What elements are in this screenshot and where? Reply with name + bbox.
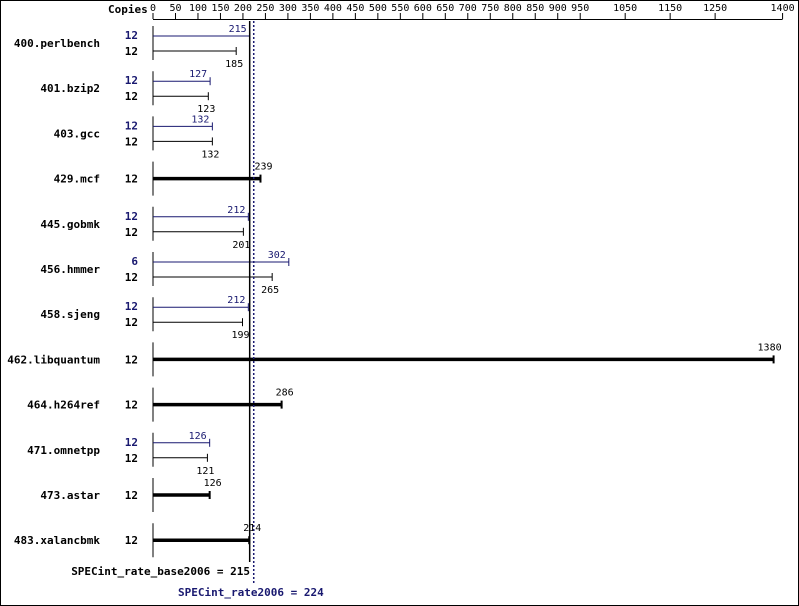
base-copies: 12 [125, 489, 138, 502]
x-tick-label: 1050 [613, 3, 637, 14]
x-tick-label: 500 [369, 3, 387, 14]
peak-copies: 12 [125, 300, 138, 313]
copies-header: Copies [108, 3, 148, 16]
benchmark-label: 403.gcc [54, 127, 100, 140]
base-value-label: 214 [243, 523, 261, 534]
x-tick-label: 1150 [658, 3, 682, 14]
peak-copies: 12 [125, 210, 138, 223]
benchmark-label: 464.h264ref [27, 399, 100, 412]
benchmark-label: 462.libquantum [7, 353, 100, 366]
x-tick-label: 250 [256, 3, 274, 14]
x-tick-label: 0 [150, 3, 156, 14]
x-tick-label: 700 [459, 3, 477, 14]
base-value-label: 132 [201, 149, 219, 160]
base-value-label: 123 [197, 104, 215, 115]
base-copies: 12 [125, 452, 138, 465]
peak-value-label: 212 [227, 205, 245, 216]
base-copies: 12 [125, 90, 138, 103]
base-copies: 12 [125, 226, 138, 239]
peak-value-label: 132 [191, 114, 209, 125]
base-copies: 12 [125, 45, 138, 58]
base-value-label: 265 [261, 285, 279, 296]
peak-copies: 12 [125, 436, 138, 449]
base-copies: 12 [125, 271, 138, 284]
x-tick-label: 50 [169, 3, 181, 14]
x-tick-label: 1250 [703, 3, 727, 14]
benchmark-label: 401.bzip2 [40, 82, 100, 95]
x-tick-label: 450 [346, 3, 364, 14]
peak-summary-label: SPECint_rate2006 = 224 [178, 586, 324, 599]
benchmark-label: 445.gobmk [40, 218, 100, 231]
benchmark-label: 471.omnetpp [27, 444, 100, 457]
x-tick-label: 150 [211, 3, 229, 14]
x-tick-label: 1400 [771, 3, 795, 14]
x-tick-label: 900 [549, 3, 567, 14]
base-copies: 12 [125, 353, 138, 366]
x-tick-label: 400 [324, 3, 342, 14]
x-tick-label: 600 [414, 3, 432, 14]
base-value-label: 185 [225, 59, 243, 70]
base-value-label: 121 [196, 466, 214, 477]
base-copies: 12 [125, 135, 138, 148]
base-summary-label: SPECint_rate_base2006 = 215 [71, 565, 250, 578]
base-value-label: 199 [231, 330, 249, 341]
base-value-label: 286 [276, 388, 294, 399]
base-copies: 12 [125, 534, 138, 547]
benchmark-label: 400.perlbench [14, 37, 100, 50]
peak-copies: 12 [125, 74, 138, 87]
base-value-label: 239 [254, 162, 272, 173]
peak-value-label: 126 [189, 431, 207, 442]
peak-value-label: 212 [227, 295, 245, 306]
x-tick-label: 800 [504, 3, 522, 14]
peak-copies: 6 [131, 255, 138, 268]
x-tick-label: 100 [189, 3, 207, 14]
peak-copies: 12 [125, 29, 138, 42]
peak-value-label: 215 [229, 24, 247, 35]
x-tick-label: 650 [436, 3, 454, 14]
base-copies: 12 [125, 316, 138, 329]
base-copies: 12 [125, 399, 138, 412]
peak-copies: 12 [125, 119, 138, 132]
x-tick-label: 950 [571, 3, 589, 14]
benchmark-label: 483.xalancbmk [14, 534, 100, 547]
peak-value-label: 127 [189, 69, 207, 80]
benchmark-label: 429.mcf [54, 173, 100, 186]
x-tick-label: 350 [301, 3, 319, 14]
benchmark-label: 456.hmmer [40, 263, 100, 276]
x-tick-label: 550 [391, 3, 409, 14]
peak-value-label: 302 [268, 250, 286, 261]
x-tick-label: 750 [481, 3, 499, 14]
x-tick-label: 300 [279, 3, 297, 14]
benchmark-label: 473.astar [40, 489, 100, 502]
benchmark-label: 458.sjeng [40, 308, 100, 321]
x-tick-label: 200 [234, 3, 252, 14]
base-value-label: 126 [204, 478, 222, 489]
base-value-label: 201 [232, 240, 250, 251]
base-value-label: 1380 [758, 342, 782, 353]
base-copies: 12 [125, 173, 138, 186]
x-tick-label: 850 [526, 3, 544, 14]
